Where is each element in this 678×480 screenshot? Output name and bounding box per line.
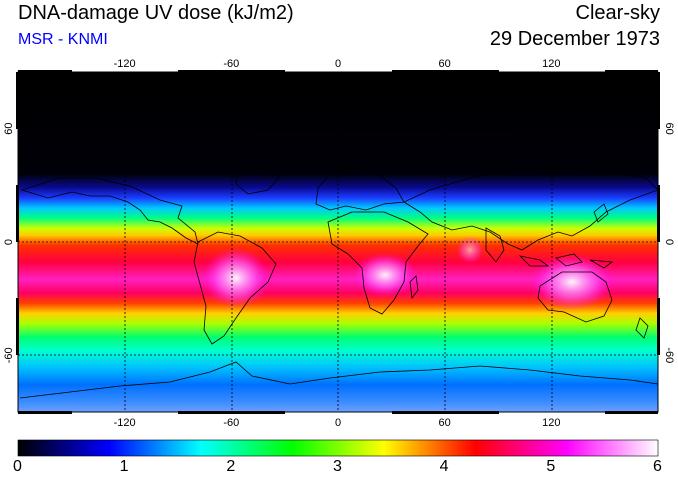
- map-frame: [16, 70, 660, 414]
- map-subtitle: MSR - KNMI: [18, 31, 108, 48]
- lon-tick-label-bottom: 60: [439, 417, 451, 429]
- hotspot-australia: [530, 254, 614, 310]
- lon-tick-label-top: 60: [439, 58, 451, 70]
- lat-tick-label-left: 0: [3, 239, 15, 245]
- lon-tick-label-top: 0: [335, 58, 341, 70]
- colorbar-tick-label: 3: [333, 458, 342, 475]
- lon-tick-label-bottom: 0: [335, 417, 341, 429]
- longitude-labels-bottom: -120 -60 0 60 120: [114, 417, 561, 429]
- map-title: DNA-damage UV dose (kJ/m2): [18, 2, 294, 24]
- lon-tick-label-top: -120: [114, 58, 136, 70]
- lat-tick-label-right: 0: [663, 239, 675, 245]
- hotspot-south-america: [202, 248, 270, 308]
- longitude-labels-top: -120 -60 0 60 120: [114, 58, 561, 70]
- lat-tick-label-left: 60: [3, 123, 15, 135]
- hotspot-africa: [353, 253, 417, 297]
- colorbar-tick-label: 4: [439, 458, 449, 475]
- graticule: [18, 72, 658, 412]
- colorbar-tick-label: 6: [653, 458, 662, 475]
- lat-tick-label-left: -60: [3, 347, 15, 363]
- latitude-labels-left: 60 0 -60: [3, 123, 15, 364]
- latitude-labels-right: 60 0 -60: [663, 123, 675, 364]
- lon-tick-label-top: -60: [223, 58, 239, 70]
- colorbar-tick-label: 5: [546, 458, 556, 475]
- lon-tick-label-top: 120: [542, 58, 560, 70]
- map-date: 29 December 1973: [489, 28, 660, 50]
- colorbar: [17, 439, 659, 457]
- hotspot-indian-ocean: [456, 236, 484, 264]
- colorbar-tick-label: 2: [226, 458, 236, 475]
- lat-tick-label-right: -60: [663, 347, 675, 363]
- sky-mode-label: Clear-sky: [575, 2, 660, 24]
- colorbar-tick-label: 1: [119, 458, 129, 475]
- colorbar-tick-label: 0: [13, 458, 22, 475]
- coastlines: [19, 167, 659, 399]
- lon-tick-label-bottom: 120: [542, 417, 560, 429]
- lat-tick-label-right: 60: [663, 123, 675, 135]
- lon-tick-label-bottom: -120: [114, 417, 136, 429]
- lon-tick-label-bottom: -60: [223, 417, 239, 429]
